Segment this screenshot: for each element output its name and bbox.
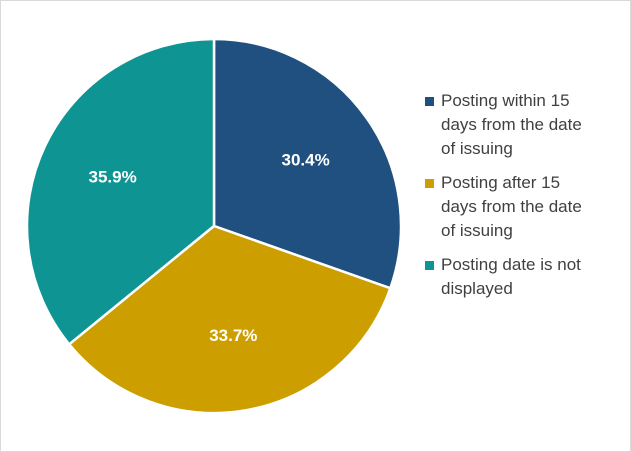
pie: 30.4% 33.7% 35.9% <box>25 37 403 415</box>
slice <box>212 37 403 290</box>
data-label: 30.4% <box>281 151 329 170</box>
legend-swatch <box>425 97 434 106</box>
legend-label: Posting date is not displayed <box>441 255 581 298</box>
legend-label: Posting within 15 days from the date of … <box>441 91 582 158</box>
legend-item: Posting within 15 days from the date of … <box>425 89 590 161</box>
slice <box>25 37 216 347</box>
legend-swatch <box>425 261 434 270</box>
legend-label: Posting after 15 days from the date of i… <box>441 173 582 240</box>
data-label: 33.7% <box>209 326 257 345</box>
legend-item: Posting date is not displayed <box>425 253 590 301</box>
legend: Posting within 15 days from the date of … <box>425 89 590 311</box>
data-label: 35.9% <box>89 167 137 186</box>
legend-item: Posting after 15 days from the date of i… <box>425 171 590 243</box>
legend-swatch <box>425 179 434 188</box>
slice <box>67 224 392 415</box>
